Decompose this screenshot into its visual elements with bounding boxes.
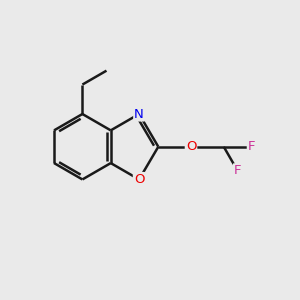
Text: F: F: [234, 164, 242, 177]
Text: N: N: [134, 107, 144, 121]
Text: O: O: [186, 140, 196, 153]
Text: F: F: [248, 140, 255, 153]
Text: O: O: [134, 173, 144, 186]
